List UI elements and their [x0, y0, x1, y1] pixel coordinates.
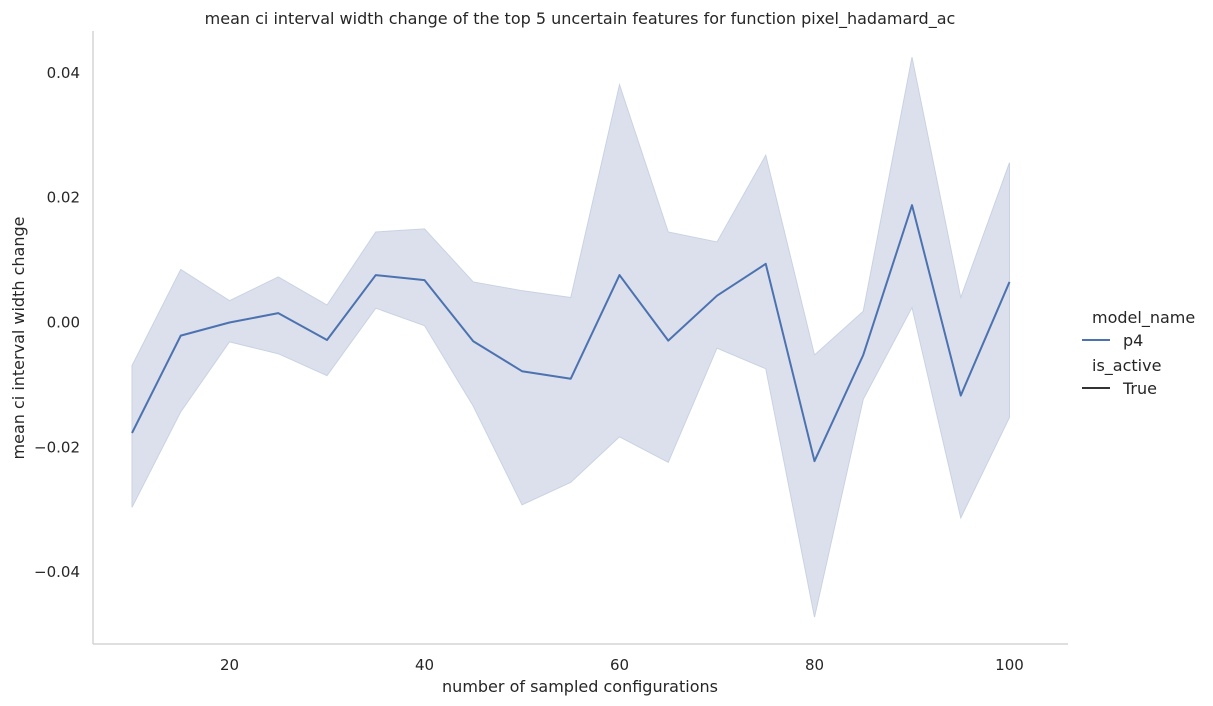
y-tick-label: −0.04 — [34, 563, 80, 581]
data-point — [472, 340, 474, 342]
y-tick-labels: −0.04 −0.02 0.00 0.02 0.04 — [34, 64, 80, 581]
legend-hue-title: model_name — [1092, 308, 1195, 328]
data-point — [131, 432, 133, 434]
legend: model_name p4 is_active True — [1082, 308, 1195, 398]
plot-area — [131, 57, 1011, 618]
data-point — [911, 204, 913, 206]
data-point — [1009, 281, 1011, 283]
x-tick-label: 60 — [610, 656, 629, 674]
series-line-p4 — [131, 204, 1011, 463]
x-tick-label: 100 — [995, 656, 1024, 674]
x-tick-label: 20 — [220, 656, 239, 674]
legend-hue-label: p4 — [1123, 331, 1143, 350]
y-tick-label: 0.02 — [47, 189, 80, 207]
confidence-band-p4 — [131, 57, 1010, 618]
data-point — [277, 312, 279, 314]
data-point — [814, 460, 816, 462]
y-tick-label: −0.02 — [34, 438, 80, 456]
data-point — [765, 263, 767, 265]
x-tick-label: 80 — [805, 656, 824, 674]
chart-title: mean ci interval width change of the top… — [205, 9, 956, 29]
data-point — [716, 295, 718, 297]
data-point — [862, 354, 864, 356]
data-point — [619, 274, 621, 276]
data-point — [960, 395, 962, 397]
x-tick-label: 40 — [415, 656, 434, 674]
legend-style-title: is_active — [1092, 356, 1161, 376]
data-point — [667, 340, 669, 342]
data-point — [521, 370, 523, 372]
data-point — [229, 322, 231, 324]
data-point — [326, 339, 328, 341]
data-point — [570, 378, 572, 380]
y-axis-label: mean ci interval width change — [9, 217, 28, 460]
data-point — [375, 274, 377, 276]
y-tick-label: 0.04 — [47, 64, 80, 82]
x-axis-label: number of sampled configurations — [442, 677, 718, 696]
data-point — [180, 335, 182, 337]
x-tick-labels: 20 40 60 80 100 — [220, 656, 1024, 674]
y-tick-label: 0.00 — [47, 314, 80, 332]
legend-style-label: True — [1122, 379, 1157, 398]
data-point — [424, 279, 426, 281]
